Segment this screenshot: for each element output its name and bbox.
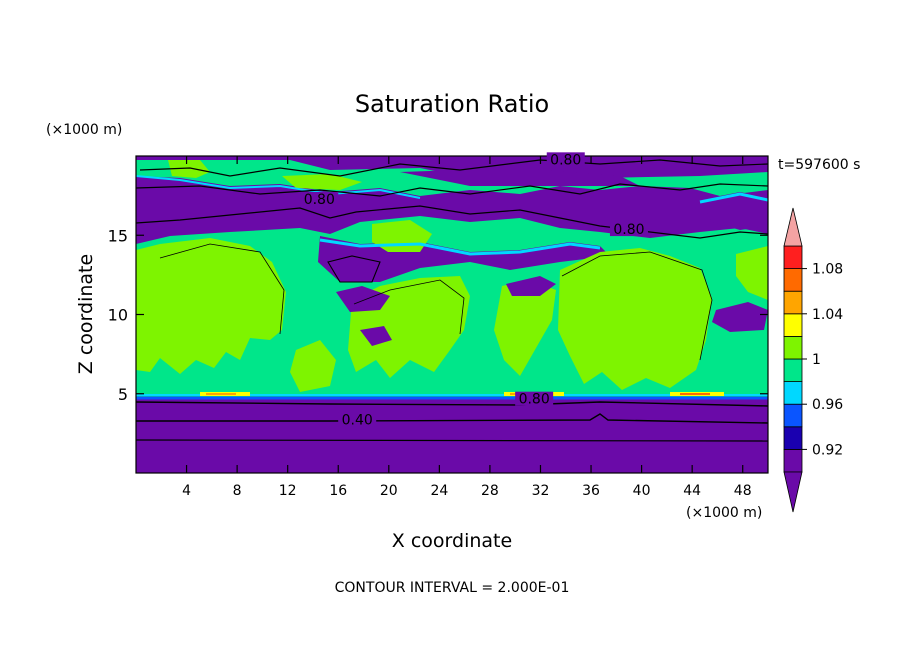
- dry-intrusion: [506, 276, 556, 296]
- x-tick-label: 36: [582, 483, 600, 499]
- contour-label-bg: [546, 152, 585, 167]
- y-tick-label: 10: [108, 306, 128, 325]
- dry-intrusion: [360, 326, 392, 346]
- colorbar-tick-label: 1.08: [812, 262, 843, 278]
- upper-purple-lens: [400, 168, 640, 186]
- contour-label: 0.80: [550, 152, 581, 168]
- dry-intrusion: [700, 192, 768, 230]
- supersaturated-strip: [206, 393, 236, 395]
- contour-label-bg: [338, 412, 377, 427]
- y-tick-label: 15: [108, 226, 128, 245]
- colorbar-segment: [783, 426, 803, 450]
- colorbar-segment: [783, 403, 803, 428]
- cyan-edge: [319, 238, 601, 256]
- y-unit-label: (×1000 m): [46, 122, 122, 138]
- green-cell: [290, 340, 336, 392]
- contour-label: 0.40: [342, 412, 373, 428]
- contour-line: [139, 159, 768, 177]
- contour-label-bg: [609, 222, 648, 237]
- contour-line: [136, 205, 768, 239]
- colorbar-segment: [783, 358, 803, 383]
- colorbar-segment: [783, 245, 803, 270]
- colorbar-tick-label: 1.04: [812, 307, 843, 323]
- contour-label: 0.80: [613, 222, 644, 238]
- x-unit-label: (×1000 m): [686, 505, 762, 521]
- x-tick-label: 32: [532, 483, 550, 499]
- contour-label: 0.80: [519, 392, 550, 408]
- contour-label-bg: [515, 391, 554, 406]
- contour-label: 0.80: [304, 192, 335, 208]
- colorbar-segment: [783, 290, 803, 315]
- green-cell: [558, 248, 712, 390]
- contour-line: [327, 255, 381, 283]
- contour-line: [136, 439, 768, 442]
- contour-line: [159, 243, 285, 335]
- y-tick-label: 5: [118, 385, 128, 404]
- y-axis: 5 10 15: [108, 226, 768, 404]
- dry-intrusion: [336, 286, 390, 312]
- saturation-field: [136, 156, 768, 473]
- upper-green-patch: [282, 174, 362, 190]
- colorbar-segment: [783, 448, 803, 473]
- colorbar-tick-label: 0.96: [812, 397, 843, 413]
- contour-interval-note: CONTOUR INTERVAL = 2.000E-01: [335, 580, 570, 596]
- x-tick-label: 28: [481, 483, 499, 499]
- colorbar-tick-label: 0.92: [812, 442, 843, 458]
- upper-green-patch: [168, 160, 210, 178]
- chart-title: Saturation Ratio: [355, 90, 549, 118]
- x-tick-label: 16: [329, 483, 347, 499]
- green-cell: [736, 246, 768, 300]
- time-label: t=597600 s: [778, 157, 860, 173]
- x-axis-label: X coordinate: [392, 530, 512, 552]
- colorbar-segment: [783, 313, 803, 337]
- colorbar-over-arrow: [783, 207, 803, 247]
- contour-line: [561, 251, 713, 361]
- x-tick-label: 40: [633, 483, 651, 499]
- colorbar-segment: [783, 268, 803, 292]
- x-tick-label: 48: [734, 483, 752, 499]
- colorbar-under-arrow: [783, 471, 803, 513]
- contour-label-bg: [300, 191, 339, 206]
- x-tick-label: 12: [279, 483, 297, 499]
- x-axis: 4 8 12 16 20 24 28 32 36 40 44 48: [182, 156, 752, 499]
- supersaturated-strip: [680, 393, 710, 395]
- colorbar-tick-label: 1: [812, 352, 821, 368]
- green-cell: [494, 280, 556, 376]
- cyan-edge: [136, 175, 421, 199]
- x-tick-label: 20: [380, 483, 398, 499]
- contour-labels: 0.80 0.80 0.80 0.80 0.40: [300, 152, 648, 428]
- contour-line: [136, 413, 768, 424]
- green-cell: [136, 238, 286, 374]
- x-tick-label: 44: [683, 483, 701, 499]
- colorbar: 0.92 0.96 1 1.04 1.08: [783, 207, 843, 513]
- x-tick-label: 24: [430, 483, 448, 499]
- contour-line: [136, 183, 768, 197]
- contour-line: [353, 279, 465, 335]
- colorbar-segment: [783, 335, 803, 360]
- x-tick-label: 8: [233, 483, 242, 499]
- dry-intrusion: [712, 302, 768, 332]
- colorbar-segment: [783, 381, 803, 405]
- cyan-edge: [699, 192, 768, 204]
- y-axis-label: Z coordinate: [75, 254, 97, 374]
- x-tick-label: 4: [182, 483, 191, 499]
